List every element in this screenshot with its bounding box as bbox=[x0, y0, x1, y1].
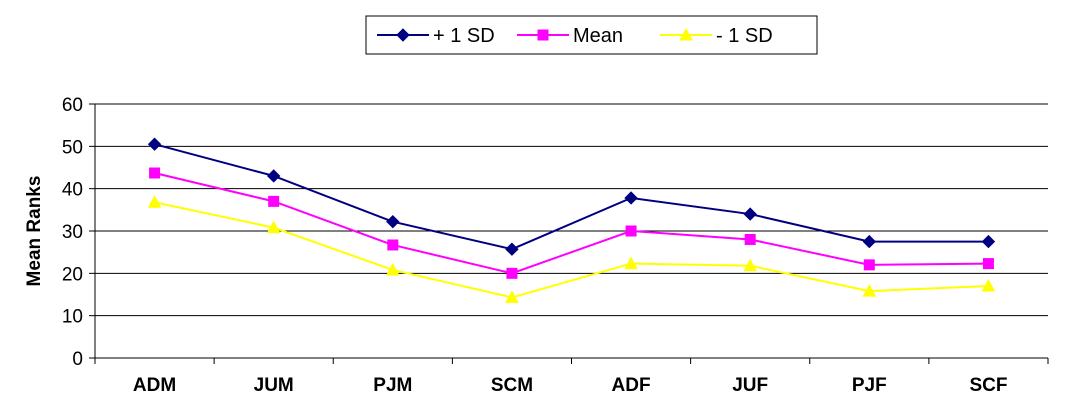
data-point bbox=[624, 191, 638, 205]
data-point bbox=[743, 207, 757, 221]
data-point bbox=[147, 137, 162, 151]
data-point bbox=[386, 214, 400, 229]
data-point bbox=[506, 267, 518, 279]
y-tick-label: 50 bbox=[62, 137, 83, 158]
data-point bbox=[862, 234, 877, 249]
x-tick-label: SCM bbox=[491, 375, 533, 396]
data-point bbox=[624, 256, 638, 270]
data-point bbox=[982, 258, 994, 270]
y-tick-label: 60 bbox=[62, 95, 83, 116]
data-point bbox=[266, 220, 281, 234]
y-tick-label: 40 bbox=[62, 180, 83, 201]
legend-marker bbox=[396, 28, 410, 42]
grid-lines bbox=[89, 103, 1048, 359]
data-point bbox=[744, 233, 756, 245]
y-tick-label: 0 bbox=[72, 349, 83, 370]
x-tick-label: PJM bbox=[373, 375, 412, 396]
y-tick-label: 30 bbox=[62, 222, 83, 243]
series-1 bbox=[149, 167, 994, 279]
axes bbox=[94, 104, 1049, 364]
x-tick-labels: ADM JUM PJM SCM ADF JUF PJF SCF bbox=[133, 375, 1008, 396]
legend-box bbox=[365, 15, 818, 55]
legend-label: Mean bbox=[573, 25, 623, 47]
x-tick-label: ADF bbox=[612, 375, 651, 396]
y-tick-label: 20 bbox=[62, 264, 83, 285]
series-group bbox=[147, 137, 996, 303]
data-point bbox=[387, 239, 399, 251]
data-point bbox=[743, 258, 758, 272]
data-point bbox=[863, 259, 875, 271]
x-tick-label: JUF bbox=[732, 375, 768, 396]
series-0 bbox=[147, 137, 996, 256]
y-tick-label: 10 bbox=[62, 307, 83, 328]
data-point bbox=[505, 290, 519, 303]
series-2 bbox=[147, 195, 996, 303]
data-point bbox=[505, 242, 519, 256]
data-point bbox=[981, 234, 996, 249]
data-point bbox=[149, 167, 161, 179]
legend-label: + 1 SD bbox=[433, 25, 495, 47]
y-tick-labels: 0 10 20 30 40 50 60 bbox=[62, 95, 83, 370]
x-tick-label: JUM bbox=[254, 375, 294, 396]
data-point bbox=[266, 169, 281, 183]
x-tick-label: SCF bbox=[969, 375, 1007, 396]
x-tick-label: ADM bbox=[133, 375, 176, 396]
data-point bbox=[862, 284, 877, 297]
data-point bbox=[981, 278, 996, 292]
series-line bbox=[154, 143, 989, 251]
series-line bbox=[154, 201, 989, 299]
data-point bbox=[385, 262, 400, 276]
x-tick-label: PJF bbox=[852, 375, 887, 396]
series-line bbox=[154, 172, 989, 275]
y-axis-label: Mean Ranks bbox=[24, 176, 45, 287]
data-point bbox=[268, 195, 280, 207]
data-point bbox=[147, 195, 162, 208]
data-point bbox=[625, 225, 637, 237]
legend: + 1 SD Mean - 1 SD bbox=[365, 15, 818, 55]
legend-marker bbox=[537, 29, 549, 41]
legend-label: - 1 SD bbox=[716, 25, 773, 47]
legend-marker bbox=[679, 27, 693, 41]
